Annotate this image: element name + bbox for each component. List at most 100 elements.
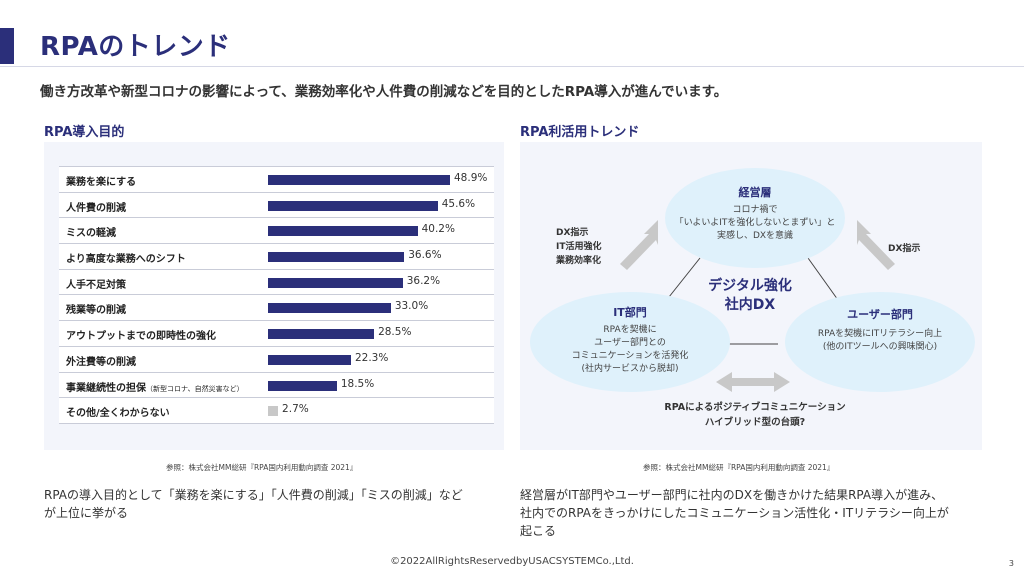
- lead-text: 働き方改革や新型コロナの影響によって、業務効率化や人件費の削減などを目的としたR…: [40, 84, 728, 100]
- center-label-line: 社内DX: [724, 297, 776, 313]
- bar-category-text: アウトプットまでの即時性の強化: [66, 331, 216, 343]
- bar-mark: [268, 175, 450, 185]
- bar-row: 人手不足対策 36.2%: [59, 269, 494, 296]
- arrow-label-line: 業務効率化: [556, 256, 602, 266]
- bar-category-text: ミスの軽減: [66, 228, 116, 240]
- left-caption-line: が上位に挙がる: [44, 506, 129, 520]
- bar-mark: [268, 406, 279, 417]
- node-text: コロナ禍で: [732, 205, 778, 215]
- node-text: コミュニケーションを活発化: [571, 351, 689, 361]
- bar-row: 業務を楽にする 48.9%: [59, 167, 494, 193]
- bottom-label-line: RPAによるポジティブコミュニケーション: [664, 402, 846, 413]
- chart-source: 参照：株式会社MM総研『RPA国内利用動向調査 2021』: [166, 463, 358, 472]
- trend-diagram-panel: 経営層 コロナ禍で 「いよいよITを強化しないとまずい」と 実感し、DXを意識 …: [520, 142, 982, 450]
- right-caption-line: 社内でのRPAをきっかけにしたコミュニケーション活性化・ITリテラシー向上が: [520, 506, 949, 520]
- bar-mark: [268, 303, 391, 314]
- right-caption-line: 経営層がIT部門やユーザー部門に社内のDXを働きかけた結果RPA導入が進み、: [520, 488, 944, 502]
- bottom-label-line: ハイブリッド型の台頭?: [704, 417, 806, 428]
- bar-value-label: 36.2%: [406, 274, 441, 287]
- bar-category-note: （新型コロナ、自然災害など）: [146, 384, 244, 393]
- bar-value-label: 22.3%: [354, 351, 389, 364]
- copyright: ©2022AllRightsReservedbyUSACSYSTEMCo.,Lt…: [390, 556, 634, 567]
- bar-category-text: より高度な業務へのシフト: [66, 254, 186, 266]
- connector-line: [664, 257, 701, 303]
- title-divider: [0, 66, 1024, 67]
- bar-value-label: 18.5%: [340, 377, 375, 390]
- bar-row: アウトプットまでの即時性の強化 28.5%: [59, 321, 494, 347]
- bar-category-label: 人件費の削減: [66, 199, 126, 214]
- bar-mark: [268, 252, 405, 263]
- center-label-line: デジタル強化: [708, 278, 792, 294]
- bar-mark: [268, 226, 418, 237]
- arrow-label-line: DX指示: [556, 228, 589, 238]
- double-arrow-icon: [716, 372, 790, 392]
- bar-category-label: 業務を楽にする: [66, 173, 136, 188]
- node-text: (他のITツールへの興味関心): [822, 342, 938, 352]
- node-title: IT部門: [613, 306, 647, 319]
- down-left-arrow-icon: [620, 220, 658, 270]
- section-heading-trend: RPA利活用トレンド: [520, 125, 640, 140]
- bar-category-text: 外注費等の削減: [66, 356, 136, 368]
- bar-value-label: 28.5%: [378, 326, 412, 339]
- bottom-label: RPAによるポジティブコミュニケーション ハイブリッド型の台頭?: [620, 400, 890, 430]
- purpose-chart-panel: 業務を楽にする 48.9% 人件費の削減 45.6% ミスの軽減 40.2% より高度な業務…: [44, 142, 504, 450]
- bar-row: その他/全くわからない 2.7%: [59, 398, 494, 424]
- left-caption: RPAの導入目的として「業務を楽にする」「人件費の削減」「ミスの削減」など が上…: [44, 486, 463, 522]
- bar-row: 事業継続性の担保（新型コロナ、自然災害など） 18.5%: [59, 372, 494, 399]
- bar-value-label: 2.7%: [282, 403, 309, 416]
- bar-mark: [268, 354, 351, 365]
- section-heading-purpose: RPA導入目的: [44, 125, 125, 140]
- bar-value-label: 40.2%: [421, 223, 455, 236]
- bar-mark: [268, 200, 438, 211]
- bar-row: より高度な業務へのシフト 36.6%: [59, 244, 494, 270]
- page-number: 3: [1008, 559, 1014, 568]
- bar-category-label: 人手不足対策: [66, 276, 126, 291]
- bar-value-label: 48.9%: [454, 172, 488, 184]
- bar-category-text: 業務を楽にする: [66, 177, 137, 188]
- bar-category-label: 外注費等の削減: [66, 353, 136, 368]
- bar-category-label: 残業等の削減: [66, 301, 126, 316]
- bar-mark: [268, 380, 337, 391]
- bar-mark: [268, 329, 375, 340]
- bar-category-text: 残業等の削減: [66, 305, 126, 317]
- node-text: 実感し、DXを意識: [716, 231, 794, 241]
- arrow-label-line: IT活用強化: [556, 242, 602, 252]
- bar-category-text: 事業継続性の担保: [66, 382, 146, 394]
- connector-line: [807, 257, 839, 301]
- bar-category-label: ミスの軽減: [66, 224, 116, 239]
- bar-value-label: 36.6%: [408, 249, 442, 262]
- center-label: デジタル強化 社内DX: [690, 277, 810, 315]
- node-title: ユーザー部門: [847, 308, 913, 321]
- node-text: ユーザー部門との: [594, 338, 666, 348]
- right-caption: 経営層がIT部門やユーザー部門に社内のDXを働きかけた結果RPA導入が進み、 社…: [520, 486, 949, 540]
- node-text: (社内サービスから脱却): [581, 364, 679, 374]
- node-title: 経営層: [738, 186, 772, 199]
- bar-row: 残業等の削減 33.0%: [59, 295, 494, 322]
- node-user-department: ユーザー部門 RPAを契機にITリテラシー向上 (他のITツールへの興味関心): [785, 292, 975, 392]
- purpose-bar-chart: 業務を楽にする 48.9% 人件費の削減 45.6% ミスの軽減 40.2% より高度な業務…: [59, 166, 494, 424]
- bar-row: 人件費の削減 45.6%: [59, 192, 494, 219]
- left-arrow-label: DX指示 IT活用強化 業務効率化: [556, 226, 602, 268]
- node-management: 経営層 コロナ禍で 「いよいよITを強化しないとまずい」と 実感し、DXを意識: [665, 168, 845, 268]
- title-accent-bar: [0, 28, 14, 64]
- bar-category-label: その他/全くわからない: [66, 404, 170, 419]
- bar-category-text: その他/全くわからない: [66, 408, 170, 420]
- diagram-source: 参照：株式会社MM総研『RPA国内利用動向調査 2021』: [643, 463, 835, 472]
- node-it-department: IT部門 RPAを契機に ユーザー部門との コミュニケーションを活発化 (社内サ…: [530, 292, 730, 392]
- bar-row: ミスの軽減 40.2%: [59, 218, 494, 245]
- node-text: 「いよいよITを強化しないとまずい」と: [674, 218, 836, 228]
- bar-category-text: 人件費の削減: [66, 202, 126, 214]
- bar-value-label: 33.0%: [394, 300, 429, 313]
- bar-mark: [268, 277, 403, 288]
- bar-value-label: 45.6%: [441, 197, 476, 210]
- bar-row: 外注費等の削減 22.3%: [59, 346, 494, 373]
- node-text: RPAを契機に: [603, 325, 657, 335]
- bar-category-label: アウトプットまでの即時性の強化: [66, 327, 216, 342]
- right-caption-line: 起こる: [520, 524, 557, 538]
- node-text: RPAを契機にITリテラシー向上: [817, 329, 943, 339]
- bar-category-label: 事業継続性の担保（新型コロナ、自然災害など）: [66, 379, 244, 394]
- page-title: RPAのトレンド: [40, 32, 231, 62]
- bar-category-label: より高度な業務へのシフト: [66, 250, 186, 265]
- down-right-arrow-icon: [857, 220, 895, 270]
- right-arrow-label: DX指示: [888, 244, 921, 254]
